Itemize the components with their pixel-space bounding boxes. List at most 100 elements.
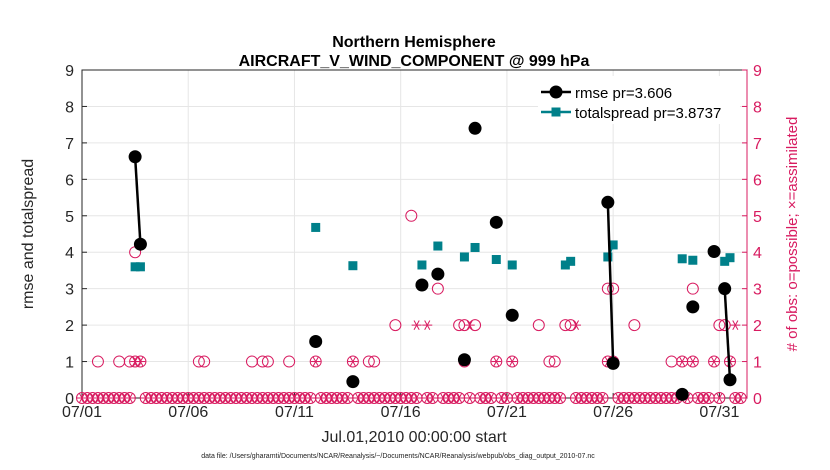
obs-assimilated-stroke bbox=[652, 393, 659, 403]
y-right-tick-label: 2 bbox=[753, 318, 762, 335]
obs-assimilated-marker bbox=[411, 320, 422, 330]
obs-assimilated-stroke bbox=[466, 393, 473, 403]
obs-assimilated-marker bbox=[735, 393, 746, 403]
obs-assimilated-stroke bbox=[551, 393, 558, 403]
obs-assimilated-marker bbox=[714, 393, 725, 403]
obs-assimilated-stroke bbox=[232, 393, 240, 403]
obs-assimilated-stroke bbox=[312, 356, 319, 367]
obs-assimilated-stroke bbox=[254, 393, 261, 403]
obs-assimilated-stroke bbox=[227, 393, 234, 403]
obs-possible-marker bbox=[256, 355, 269, 368]
obs-assimilated-stroke bbox=[413, 320, 420, 330]
obs-assimilated-stroke bbox=[307, 393, 314, 403]
obs-assimilated-marker bbox=[677, 356, 688, 367]
obs-assimilated-stroke bbox=[594, 393, 601, 403]
obs-assimilated-stroke bbox=[408, 393, 415, 403]
legend: rmse pr=3.606 totalspread pr=3.8737 bbox=[538, 76, 740, 124]
rmse-point bbox=[723, 373, 737, 387]
rmse-point bbox=[505, 308, 519, 322]
obs-possible-marker bbox=[368, 355, 381, 368]
obs-assimilated-stroke bbox=[530, 393, 537, 403]
data-file-footnote: data file: /Users/gharamti/Documents/NCA… bbox=[201, 453, 595, 460]
totalspread-point bbox=[688, 255, 698, 265]
legend-rmse-marker bbox=[549, 85, 563, 99]
totalspread-point bbox=[130, 262, 140, 272]
obs-assimilated-stroke bbox=[105, 393, 112, 403]
obs-assimilated-stroke bbox=[716, 393, 723, 403]
totalspread-point bbox=[507, 260, 517, 270]
obs-assimilated-stroke bbox=[116, 393, 123, 403]
rmse-line bbox=[723, 288, 732, 380]
obs-assimilated-stroke bbox=[296, 393, 303, 403]
obs-assimilated-marker bbox=[597, 393, 608, 403]
obs-assimilated-marker bbox=[491, 356, 502, 367]
totalspread-point bbox=[417, 260, 427, 270]
x-tick-label: 07/31 bbox=[699, 404, 739, 421]
obs-assimilated-stroke bbox=[174, 393, 181, 403]
x-tick-label: 07/21 bbox=[487, 404, 527, 421]
obs-assimilated-marker bbox=[135, 356, 146, 367]
obs-assimilated-stroke bbox=[270, 393, 277, 403]
obs-assimilated-stroke bbox=[317, 393, 325, 403]
obs-possible-marker bbox=[628, 319, 641, 332]
obs-assimilated-stroke bbox=[732, 320, 739, 330]
obs-assimilated-marker bbox=[422, 320, 433, 330]
obs-assimilated-marker bbox=[427, 393, 438, 403]
totalspread-point bbox=[348, 261, 358, 271]
obs-assimilated-stroke bbox=[541, 393, 548, 403]
obs-assimilated-stroke bbox=[711, 356, 718, 367]
obs-assimilated-stroke bbox=[397, 393, 404, 403]
obs-assimilated-stroke bbox=[179, 393, 186, 403]
obs-assimilated-stroke bbox=[737, 393, 744, 403]
obs-possible-marker bbox=[453, 319, 466, 332]
obs-assimilated-stroke bbox=[700, 393, 707, 403]
obs-assimilated-stroke bbox=[371, 393, 378, 403]
obs-assimilated-stroke bbox=[195, 393, 202, 403]
obs-assimilated-stroke bbox=[153, 393, 160, 403]
obs-assimilated-marker bbox=[703, 393, 714, 403]
totalspread-point bbox=[677, 254, 687, 264]
obs-assimilated-stroke bbox=[689, 356, 696, 367]
obs-assimilated-marker bbox=[464, 393, 475, 403]
obs-assimilated-stroke bbox=[142, 393, 149, 403]
obs-assimilated-stroke bbox=[429, 393, 436, 403]
obs-assimilated-stroke bbox=[615, 393, 622, 403]
totalspread-point bbox=[459, 252, 469, 262]
obs-assimilated-stroke bbox=[355, 393, 362, 403]
y-tick-label: 0 bbox=[65, 391, 74, 408]
obs-assimilated-stroke bbox=[620, 393, 627, 403]
y-right-tick-label: 4 bbox=[753, 245, 762, 262]
y-axis-right-label: # of obs: o=possible; ×=assimilated bbox=[784, 117, 801, 352]
rmse-point bbox=[686, 300, 700, 314]
rmse-point bbox=[718, 282, 732, 296]
totalspread-point bbox=[470, 242, 480, 252]
obs-assimilated-stroke bbox=[705, 393, 712, 403]
y-tick-label: 8 bbox=[65, 99, 74, 116]
obs-possible-marker bbox=[346, 355, 359, 368]
y-axis-label: rmse and totalspread bbox=[20, 159, 37, 309]
obs-assimilated-stroke bbox=[413, 393, 420, 403]
obs-assimilated-stroke bbox=[450, 393, 457, 403]
totalspread-point bbox=[311, 222, 321, 232]
obs-possible-marker bbox=[532, 319, 545, 332]
legend-spread-marker bbox=[551, 107, 561, 117]
obs-assimilated-stroke bbox=[217, 393, 224, 403]
y-right-tick-label: 6 bbox=[753, 172, 762, 189]
obs-assimilated-stroke bbox=[286, 393, 293, 403]
obs-assimilated-stroke bbox=[487, 393, 495, 403]
obs-possible-marker bbox=[198, 355, 211, 368]
obs-assimilated-marker bbox=[730, 320, 741, 330]
obs-assimilated-marker bbox=[501, 393, 512, 403]
chart-title: Northern Hemisphere bbox=[332, 34, 496, 51]
obs-assimilated-marker bbox=[347, 356, 358, 367]
obs-assimilated-stroke bbox=[302, 393, 309, 403]
obs-assimilated-stroke bbox=[84, 393, 91, 403]
obs-assimilated-stroke bbox=[556, 393, 564, 403]
obs-assimilated-marker bbox=[310, 356, 321, 367]
rmse-point bbox=[133, 237, 147, 251]
obs-assimilated-stroke bbox=[583, 393, 590, 403]
obs-assimilated-stroke bbox=[169, 393, 176, 403]
rmse-point bbox=[468, 121, 482, 135]
obs-possible-marker bbox=[490, 355, 503, 368]
